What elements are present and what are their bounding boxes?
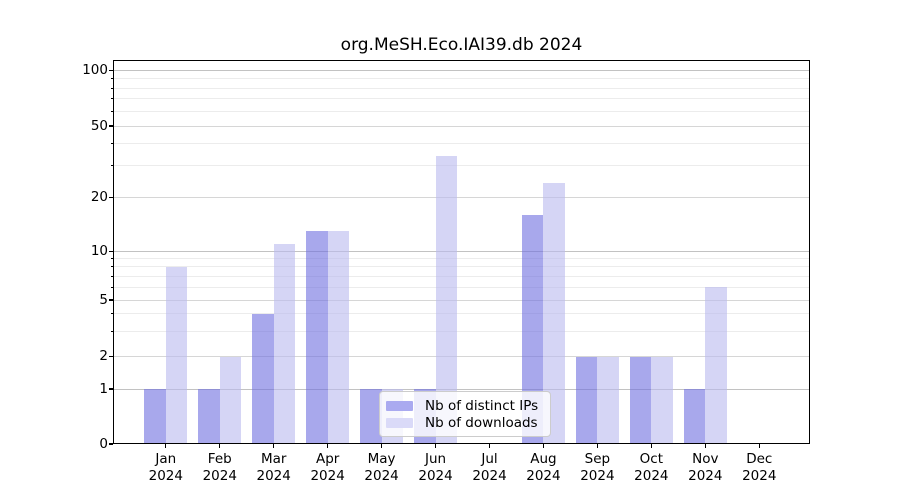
gridline-minor [113, 87, 810, 89]
bar-nb-of-downloads-jun-2024 [435, 156, 458, 444]
chart-title: org.MeSH.Eco.IAI39.db 2024 [340, 35, 583, 55]
legend-item-distinct-ips: Nb of distinct IPs [386, 397, 544, 415]
y-minor-tick-mark-90 [110, 78, 113, 80]
y-tick-mark-2 [109, 356, 113, 358]
x-tick-mark-8 [596, 444, 599, 448]
x-tick-mark-10 [704, 444, 706, 448]
y-minor-tick-mark-9 [110, 258, 113, 260]
gridline-100 [113, 69, 810, 71]
y-minor-tick-mark-6 [110, 286, 113, 288]
bar-nb-of-downloads-sep-2024 [597, 356, 619, 444]
x-tick-mark-3 [326, 444, 329, 448]
x-tick-mark-1 [219, 444, 221, 448]
y-tick-mark-0 [109, 443, 113, 445]
x-tick-label-4: May 2024 [364, 451, 399, 484]
gridline-minor [113, 110, 810, 112]
legend-swatch-downloads [386, 418, 413, 429]
x-tick-label-6: Jul 2024 [472, 451, 507, 484]
y-minor-tick-mark-70 [110, 98, 113, 100]
x-tick-mark-11 [758, 444, 760, 448]
gridline-minor [113, 331, 810, 333]
legend-item-downloads: Nb of downloads [386, 415, 544, 433]
bar-nb-of-distinct-ips-oct-2024 [629, 356, 652, 444]
gridline-50 [113, 125, 810, 127]
bar-nb-of-distinct-ips-feb-2024 [198, 389, 220, 444]
gridline-minor [113, 286, 810, 288]
bar-nb-of-downloads-oct-2024 [651, 356, 673, 444]
legend-label-downloads: Nb of downloads [425, 415, 538, 432]
gridline-minor [113, 313, 810, 315]
y-tick-mark-1 [109, 388, 113, 390]
y-tick-label-2: 2 [99, 348, 108, 365]
bar-nb-of-downloads-feb-2024 [219, 356, 242, 444]
legend-swatch-distinct-ips [386, 400, 413, 411]
x-tick-label-2: Mar 2024 [256, 451, 291, 484]
bar-nb-of-distinct-ips-apr-2024 [306, 231, 328, 444]
x-tick-mark-7 [542, 444, 545, 448]
x-tick-label-1: Feb 2024 [202, 451, 237, 484]
y-tick-label-20: 20 [90, 189, 108, 206]
y-tick-label-10: 10 [90, 242, 108, 259]
x-tick-mark-9 [650, 444, 653, 448]
gridline-1 [113, 388, 810, 390]
y-tick-mark-20 [109, 197, 113, 199]
y-tick-label-100: 100 [82, 61, 108, 78]
gridline-minor [113, 142, 810, 144]
x-tick-mark-4 [380, 444, 383, 448]
bar-nb-of-distinct-ips-sep-2024 [575, 356, 598, 444]
gridline-10 [113, 250, 810, 252]
bar-nb-of-distinct-ips-nov-2024 [683, 389, 706, 444]
y-tick-mark-50 [109, 125, 113, 127]
x-tick-mark-0 [165, 444, 167, 448]
bar-nb-of-distinct-ips-jan-2024 [144, 389, 166, 444]
y-minor-tick-mark-40 [110, 142, 113, 144]
bar-nb-of-distinct-ips-aug-2024 [521, 214, 544, 444]
y-minor-tick-mark-3 [110, 331, 113, 333]
bar-nb-of-downloads-apr-2024 [327, 231, 350, 444]
y-tick-label-0: 0 [99, 435, 108, 452]
y-tick-label-1: 1 [99, 380, 108, 397]
x-tick-label-3: Apr 2024 [310, 451, 345, 484]
gridline-minor [113, 98, 810, 100]
y-tick-mark-100 [109, 69, 113, 71]
bar-nb-of-downloads-nov-2024 [705, 287, 727, 444]
legend-label-distinct-ips: Nb of distinct IPs [425, 397, 539, 414]
bar-nb-of-downloads-jan-2024 [165, 266, 188, 444]
x-tick-label-5: Jun 2024 [418, 451, 453, 484]
gridline-minor [113, 78, 810, 80]
bar-nb-of-downloads-aug-2024 [543, 183, 565, 444]
gridline-minor [113, 275, 810, 277]
y-minor-tick-mark-8 [110, 266, 113, 268]
gridline-minor [113, 266, 810, 268]
gridline-minor [113, 258, 810, 260]
x-tick-label-10: Nov 2024 [688, 451, 723, 484]
gridline-20 [113, 197, 810, 199]
bar-nb-of-distinct-ips-mar-2024 [252, 313, 274, 444]
bar-nb-of-downloads-mar-2024 [273, 243, 296, 444]
x-tick-label-11: Dec 2024 [742, 451, 777, 484]
x-tick-label-9: Oct 2024 [634, 451, 669, 484]
y-tick-label-5: 5 [99, 291, 108, 308]
legend: Nb of distinct IPs Nb of downloads [379, 391, 551, 437]
y-tick-mark-10 [109, 250, 113, 252]
x-tick-mark-5 [434, 444, 437, 448]
y-minor-tick-mark-30 [110, 165, 113, 167]
bar-nb-of-distinct-ips-may-2024 [360, 389, 382, 444]
y-tick-mark-5 [109, 299, 113, 301]
x-tick-label-0: Jan 2024 [148, 451, 183, 484]
y-minor-tick-mark-7 [110, 275, 113, 277]
y-minor-tick-mark-80 [110, 87, 113, 89]
x-tick-mark-6 [488, 444, 491, 448]
x-tick-label-7: Aug 2024 [526, 451, 561, 484]
y-minor-tick-mark-4 [110, 313, 113, 315]
gridline-2 [113, 356, 810, 358]
y-tick-label-50: 50 [90, 117, 108, 134]
y-minor-tick-mark-60 [110, 110, 113, 112]
x-tick-label-8: Sep 2024 [580, 451, 615, 484]
gridline-minor [113, 165, 810, 167]
gridline-5 [113, 299, 810, 301]
x-tick-mark-2 [273, 444, 275, 448]
